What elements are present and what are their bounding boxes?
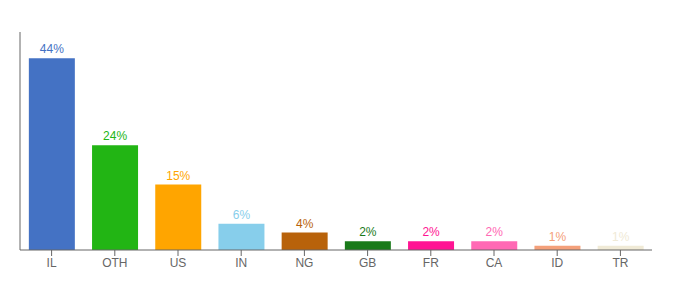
svg-text:ID: ID <box>551 256 563 270</box>
svg-text:4%: 4% <box>296 217 314 231</box>
svg-text:NG: NG <box>295 256 313 270</box>
svg-text:44%: 44% <box>40 42 64 56</box>
svg-text:2%: 2% <box>486 225 504 239</box>
svg-text:15%: 15% <box>166 169 190 183</box>
svg-text:IL: IL <box>47 256 57 270</box>
svg-text:FR: FR <box>423 256 439 270</box>
svg-text:TR: TR <box>612 256 628 270</box>
svg-text:24%: 24% <box>103 129 127 143</box>
svg-text:US: US <box>170 256 187 270</box>
svg-text:2%: 2% <box>422 225 440 239</box>
svg-text:6%: 6% <box>233 208 251 222</box>
svg-text:2%: 2% <box>359 225 377 239</box>
svg-text:OTH: OTH <box>102 256 127 270</box>
svg-text:1%: 1% <box>549 230 567 244</box>
svg-text:CA: CA <box>486 256 503 270</box>
svg-text:1%: 1% <box>612 230 630 244</box>
svg-text:GB: GB <box>359 256 376 270</box>
svg-text:IN: IN <box>235 256 247 270</box>
